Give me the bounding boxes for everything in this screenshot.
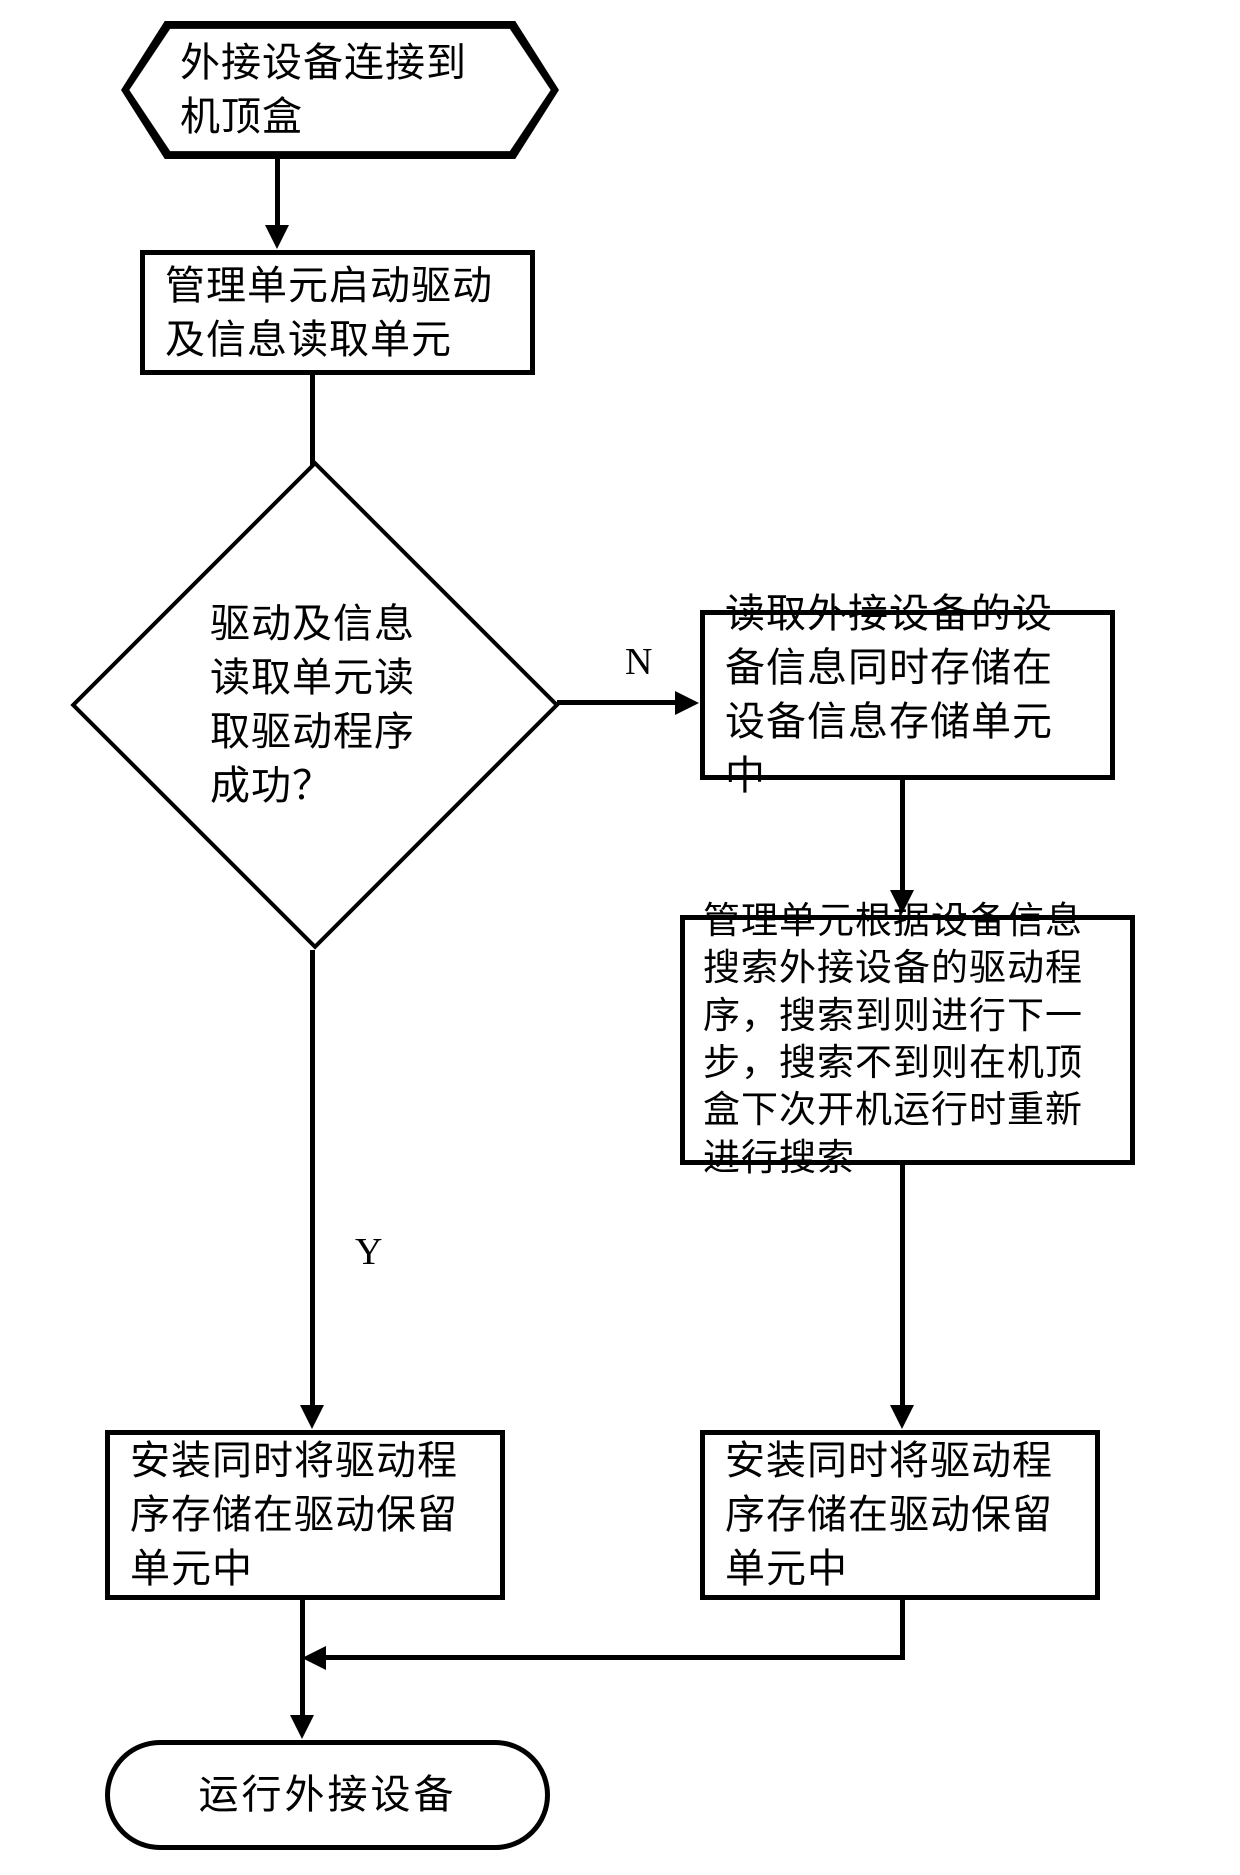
right2-node: 管理单元根据设备信息搜索外接设备的驱动程序，搜索到则进行下一步，搜索不到则在机顶… <box>680 915 1135 1165</box>
right1-node: 读取外接设备的设备信息同时存储在设备信息存储单元中 <box>700 610 1115 780</box>
y-label: Y <box>355 1230 382 1274</box>
decision-node: 驱动及信息读取单元读取驱动程序成功？ <box>70 460 560 950</box>
arrow-start-step1 <box>275 158 280 228</box>
flowchart-container: 外接设备连接到机顶盒 管理单元启动驱动及信息读取单元 驱动及信息读取单元读取驱动… <box>0 0 1240 1875</box>
arrow-rightinstall-down <box>900 1600 905 1660</box>
n-label: N <box>625 640 652 684</box>
arrowhead-rightinstall-merge <box>302 1646 326 1670</box>
arrowhead-start-step1 <box>265 225 289 249</box>
step1-text: 管理单元启动驱动及信息读取单元 <box>165 259 510 367</box>
right1-text: 读取外接设备的设备信息同时存储在设备信息存储单元中 <box>725 587 1090 803</box>
start-text: 外接设备连接到机顶盒 <box>180 36 500 144</box>
arrow-right1-right2 <box>900 780 905 893</box>
left-install-text: 安装同时将驱动程序存储在驱动保留单元中 <box>130 1434 480 1596</box>
right2-text: 管理单元根据设备信息搜索外接设备的驱动程序，搜索到则进行下一步，搜索不到则在机顶… <box>703 898 1112 1182</box>
arrowhead-right2-rightinstall <box>890 1405 914 1429</box>
arrow-decision-right1 <box>557 700 677 705</box>
end-node: 运行外接设备 <box>105 1740 550 1850</box>
decision-text: 驱动及信息读取单元读取驱动程序成功？ <box>210 597 420 813</box>
arrow-decision-leftinstall <box>310 950 315 1410</box>
arrowhead-decision-right1 <box>675 691 699 715</box>
right-install-text: 安装同时将驱动程序存储在驱动保留单元中 <box>725 1434 1075 1596</box>
arrow-right2-rightinstall <box>900 1165 905 1408</box>
arrowhead-decision-leftinstall <box>300 1405 324 1429</box>
step1-node: 管理单元启动驱动及信息读取单元 <box>140 250 535 375</box>
arrowhead-leftinstall-end <box>290 1715 314 1739</box>
right-install-node: 安装同时将驱动程序存储在驱动保留单元中 <box>700 1430 1100 1600</box>
arrow-rightinstall-left <box>325 1655 905 1660</box>
end-text: 运行外接设备 <box>199 1768 457 1822</box>
left-install-node: 安装同时将驱动程序存储在驱动保留单元中 <box>105 1430 505 1600</box>
